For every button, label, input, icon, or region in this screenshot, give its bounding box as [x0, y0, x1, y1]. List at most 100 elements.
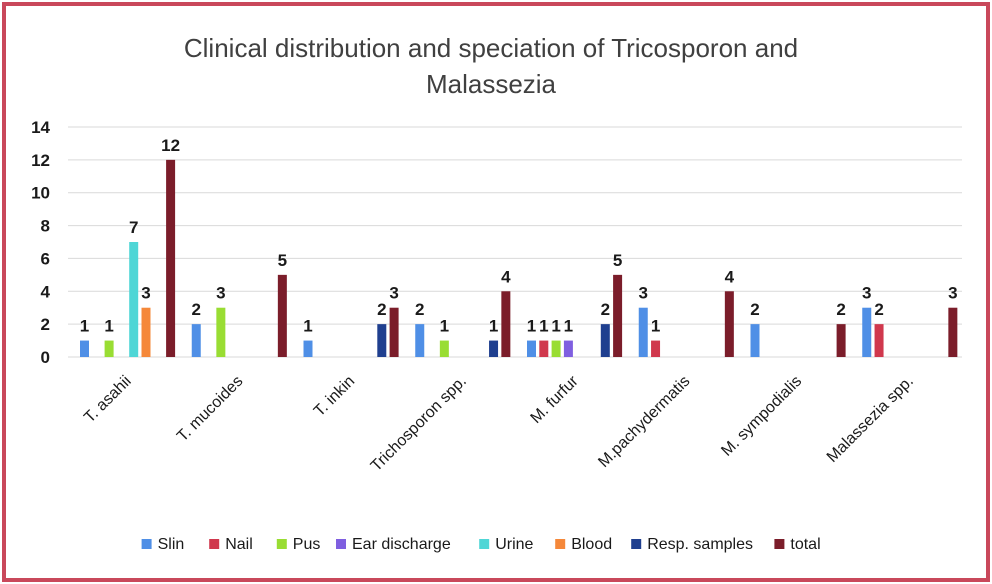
data-label: 1	[539, 317, 548, 336]
data-label: 1	[551, 317, 560, 336]
bar-slin-6	[750, 324, 760, 357]
bar-total-0	[166, 159, 176, 357]
legend-label: Resp. samples	[647, 536, 753, 553]
bar-resp-samples-4	[600, 324, 610, 357]
bar-nail-4	[539, 340, 549, 357]
data-label: 3	[948, 284, 957, 303]
legend-label: Pus	[293, 536, 321, 553]
bar-nail-7	[874, 324, 884, 357]
y-axis: 0 2 4 6 8 10 12 14	[31, 118, 50, 367]
legend-label: Slin	[158, 536, 185, 553]
y-tick-label: 14	[31, 118, 50, 137]
x-tick-label: Malassezia spp.	[824, 373, 917, 466]
x-axis: T. asahii T. mucoides T. inkin Trichosporon…	[81, 372, 917, 475]
x-tick-label: M.pachydermatis	[595, 373, 693, 471]
legend-item-slin: Slin	[141, 536, 185, 553]
bar-resp-samples-3	[489, 340, 499, 357]
legend-item-urine: Urine	[479, 536, 534, 553]
chart-title-line-1: Clinical distribution and speciation of …	[184, 33, 798, 63]
bar-total-5	[724, 291, 734, 357]
y-tick-label: 6	[41, 249, 50, 268]
legend-swatch	[209, 539, 220, 549]
bar-total-6	[836, 324, 846, 357]
bar-slin-0	[80, 340, 89, 357]
data-label: 1	[303, 317, 312, 336]
data-label: 4	[725, 267, 735, 286]
legend-swatch	[276, 539, 287, 549]
bar-slin-2	[303, 340, 313, 357]
legend-swatch	[631, 539, 642, 549]
x-tick-label: Trichosporon spp.	[368, 373, 470, 475]
legend-swatch	[555, 539, 566, 549]
data-label: 1	[104, 317, 113, 336]
bar-resp-samples-2	[377, 324, 387, 357]
x-tick-label: T. asahii	[81, 373, 135, 427]
y-tick-label: 10	[31, 184, 50, 203]
legend-label: total	[790, 536, 820, 553]
data-label: 1	[527, 317, 536, 336]
bar-nail-5	[651, 340, 661, 357]
bar-total-2	[389, 307, 399, 357]
bar-slin-5	[638, 307, 648, 357]
bar-slin-7	[862, 307, 872, 357]
y-tick-label: 0	[41, 348, 50, 367]
legend-label: Ear discharge	[352, 536, 451, 553]
bar-pus-4	[551, 340, 561, 357]
bar-ear-discharge-4	[563, 340, 573, 357]
gridlines	[68, 126, 962, 358]
bar-urine-0	[129, 242, 139, 357]
y-tick-label: 8	[41, 217, 50, 236]
legend-item-nail: Nail	[209, 536, 253, 553]
legend: Slin Nail Pus Ear discharge Urine Blood Resp. …	[141, 536, 821, 553]
y-tick-label: 12	[31, 151, 50, 170]
legend-swatch	[336, 539, 346, 549]
legend-item-pus: Pus	[276, 536, 321, 553]
data-label: 3	[141, 284, 150, 303]
bar-total-3	[501, 291, 511, 357]
data-label: 2	[377, 300, 386, 319]
data-label: 12	[161, 136, 180, 155]
legend-swatch	[479, 539, 490, 549]
data-label: 5	[613, 251, 622, 270]
bar-pus-3	[439, 340, 449, 357]
y-tick-label: 4	[41, 282, 51, 301]
legend-item-ear-discharge: Ear discharge	[336, 536, 451, 553]
legend-label: Blood	[571, 536, 612, 553]
bar-slin-3	[415, 324, 425, 357]
bar-total-7	[948, 307, 958, 357]
bar-pus-0	[104, 340, 114, 357]
y-tick-label: 2	[41, 315, 50, 334]
data-label: 3	[639, 284, 648, 303]
legend-label: Nail	[225, 536, 253, 553]
x-tick-label: T. mucoides	[174, 373, 246, 445]
bar-blood-0	[141, 307, 151, 357]
legend-label: Urine	[495, 536, 533, 553]
data-label: 3	[862, 284, 871, 303]
chart-title-line-2: Malassezia	[426, 69, 557, 99]
legend-swatch	[141, 539, 152, 549]
legend-item-total: total	[774, 536, 821, 553]
bars-layer	[80, 159, 958, 357]
bar-pus-1	[216, 307, 226, 357]
data-label: 3	[216, 284, 225, 303]
data-label: 2	[750, 300, 759, 319]
legend-item-blood: Blood	[555, 536, 612, 553]
data-label: 2	[415, 300, 424, 319]
data-label: 1	[651, 317, 660, 336]
x-tick-label: M. sympodialis	[718, 373, 805, 460]
data-label: 1	[80, 317, 89, 336]
legend-item-resp-samples: Resp. samples	[631, 536, 753, 553]
x-tick-label: M. furfur	[528, 372, 583, 427]
data-label: 5	[278, 251, 287, 270]
data-label: 7	[129, 218, 138, 237]
legend-swatch	[774, 539, 785, 549]
bar-total-4	[613, 274, 623, 357]
data-label: 2	[874, 300, 883, 319]
data-label: 3	[389, 284, 398, 303]
data-label: 4	[501, 267, 511, 286]
bar-slin-4	[527, 340, 536, 357]
data-label: 1	[564, 317, 573, 336]
x-tick-label: T. inkin	[311, 373, 358, 420]
